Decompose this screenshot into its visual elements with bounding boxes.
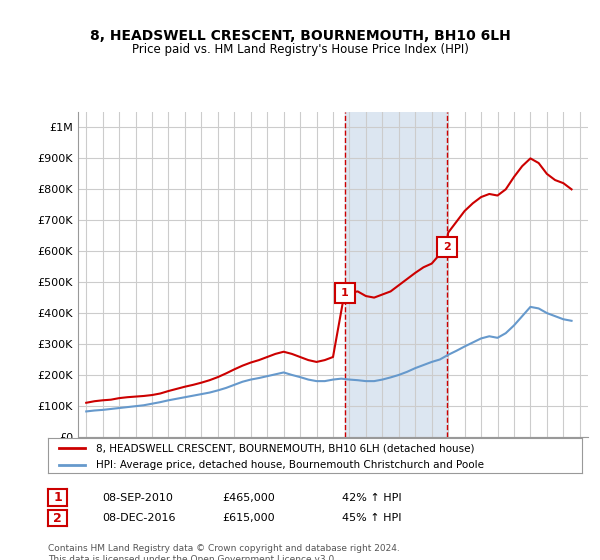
Text: Contains HM Land Registry data © Crown copyright and database right 2024.
This d: Contains HM Land Registry data © Crown c… xyxy=(48,544,400,560)
Text: 42% ↑ HPI: 42% ↑ HPI xyxy=(342,493,401,503)
Text: £615,000: £615,000 xyxy=(222,513,275,523)
Text: 1: 1 xyxy=(341,288,349,298)
Text: 2: 2 xyxy=(53,511,62,525)
Bar xyxy=(344,112,446,437)
Text: 08-DEC-2016: 08-DEC-2016 xyxy=(102,513,176,523)
Text: 2: 2 xyxy=(443,241,451,251)
Text: 1: 1 xyxy=(53,491,62,505)
Text: £465,000: £465,000 xyxy=(222,493,275,503)
Text: 8, HEADSWELL CRESCENT, BOURNEMOUTH, BH10 6LH: 8, HEADSWELL CRESCENT, BOURNEMOUTH, BH10… xyxy=(89,29,511,44)
Text: 8, HEADSWELL CRESCENT, BOURNEMOUTH, BH10 6LH (detached house): 8, HEADSWELL CRESCENT, BOURNEMOUTH, BH10… xyxy=(96,443,475,453)
Text: 45% ↑ HPI: 45% ↑ HPI xyxy=(342,513,401,523)
Text: Price paid vs. HM Land Registry's House Price Index (HPI): Price paid vs. HM Land Registry's House … xyxy=(131,43,469,56)
Text: HPI: Average price, detached house, Bournemouth Christchurch and Poole: HPI: Average price, detached house, Bour… xyxy=(96,460,484,469)
Text: 08-SEP-2010: 08-SEP-2010 xyxy=(102,493,173,503)
